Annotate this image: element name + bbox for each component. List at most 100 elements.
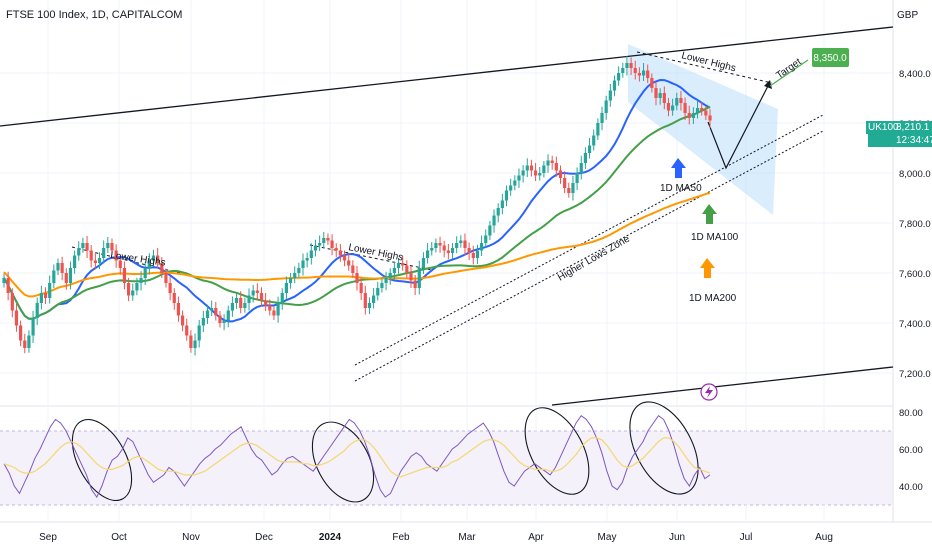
- candle-body: [251, 290, 255, 296]
- y-tick-label: 7,800.0: [899, 219, 931, 230]
- candle-body: [421, 258, 426, 268]
- candle-body: [313, 245, 318, 251]
- x-tick-label: Apr: [528, 532, 544, 543]
- projection-arrowhead: [764, 80, 772, 89]
- candle-body: [650, 78, 654, 88]
- symbol-label: UK100: [866, 121, 901, 134]
- candle-body: [567, 188, 571, 193]
- candle-body: [176, 303, 181, 316]
- candle-body: [430, 248, 434, 251]
- rsi-circle-2: [311, 421, 375, 503]
- candle-body: [205, 310, 210, 318]
- y-tick-label: 7,200.0: [899, 369, 931, 380]
- candle-body: [413, 280, 417, 288]
- candle-body: [301, 260, 305, 268]
- higher-lows-line-lower: [354, 130, 824, 382]
- candle-body: [10, 293, 14, 311]
- candle-body: [330, 240, 334, 248]
- candle-body: [372, 295, 376, 303]
- candle-body: [392, 268, 396, 273]
- ma50-line: [3, 78, 711, 323]
- candle-body: [384, 278, 388, 283]
- lower-highs-line-2: [309, 244, 433, 271]
- candle-body: [106, 243, 110, 248]
- candle-body: [683, 103, 687, 113]
- candle-body: [309, 250, 313, 258]
- candle-body: [554, 163, 558, 171]
- candle-body: [646, 70, 650, 78]
- candle-body: [542, 165, 546, 173]
- candle-body: [85, 243, 89, 251]
- label-ma50: 1D MA50: [660, 183, 702, 194]
- y-tick-label: 7,400.0: [899, 319, 931, 330]
- candle-body: [492, 215, 496, 226]
- candle-body: [558, 170, 563, 178]
- candle-body: [27, 335, 31, 348]
- candle-body: [284, 283, 288, 293]
- candle-body: [276, 303, 280, 316]
- candle-body: [168, 283, 172, 293]
- candle-body: [654, 88, 658, 98]
- candle-body: [351, 265, 355, 273]
- candle-body: [455, 243, 459, 248]
- higher-lows-line-upper: [354, 114, 824, 366]
- candle-body: [450, 248, 455, 253]
- candle-body: [135, 283, 139, 291]
- candle-body: [126, 283, 131, 296]
- candle-body: [255, 290, 259, 293]
- candle-body: [73, 255, 77, 268]
- candle-body: [60, 263, 64, 273]
- candle-body: [122, 268, 127, 283]
- candle-body: [6, 278, 10, 293]
- candle-body: [180, 315, 185, 326]
- x-tick-label: Sep: [39, 532, 57, 543]
- target-price-box: [812, 48, 849, 67]
- descending-channel: [628, 44, 778, 215]
- candle-body: [131, 290, 135, 296]
- candle-body: [708, 115, 712, 121]
- candle-body: [347, 260, 351, 266]
- candle-body: [210, 308, 214, 311]
- candles: [2, 56, 712, 356]
- candle-body: [625, 63, 629, 68]
- candle-body: [147, 260, 151, 268]
- candle-body: [637, 73, 641, 76]
- candle-body: [31, 318, 35, 336]
- candle-body: [35, 303, 39, 318]
- candle-body: [484, 235, 488, 243]
- lower-highs-line-3: [636, 51, 773, 84]
- candle-body: [272, 310, 276, 316]
- rsi-ma-line: [3, 437, 711, 478]
- candle-body: [214, 308, 218, 316]
- candle-body: [326, 238, 330, 241]
- candle-body: [538, 173, 542, 176]
- rsi-circle-1: [71, 418, 133, 502]
- candle-body: [322, 238, 326, 243]
- candle-body: [679, 98, 683, 103]
- candle-body: [14, 310, 19, 326]
- candle-body: [43, 293, 48, 298]
- candle-body: [342, 255, 347, 261]
- candle-body: [2, 278, 6, 283]
- candle-body: [305, 258, 309, 261]
- candle-body: [517, 175, 521, 181]
- candle-body: [587, 145, 592, 153]
- rsi-panel: [3, 414, 711, 499]
- x-tick-label: 2024: [319, 532, 342, 543]
- candle-body: [139, 278, 143, 283]
- ma200-arrow: [700, 258, 715, 278]
- candle-body: [293, 273, 297, 278]
- candle-body: [39, 293, 43, 303]
- candle-body: [264, 300, 268, 306]
- grid-layer: [0, 0, 893, 522]
- candle-body: [409, 273, 413, 281]
- ma100-arrow: [702, 204, 717, 224]
- candle-body: [675, 98, 679, 106]
- candle-body: [695, 108, 700, 113]
- candle-body: [114, 250, 118, 261]
- candle-body: [102, 248, 106, 258]
- candle-body: [19, 325, 23, 341]
- candle-body: [687, 113, 691, 118]
- candle-body: [700, 108, 704, 111]
